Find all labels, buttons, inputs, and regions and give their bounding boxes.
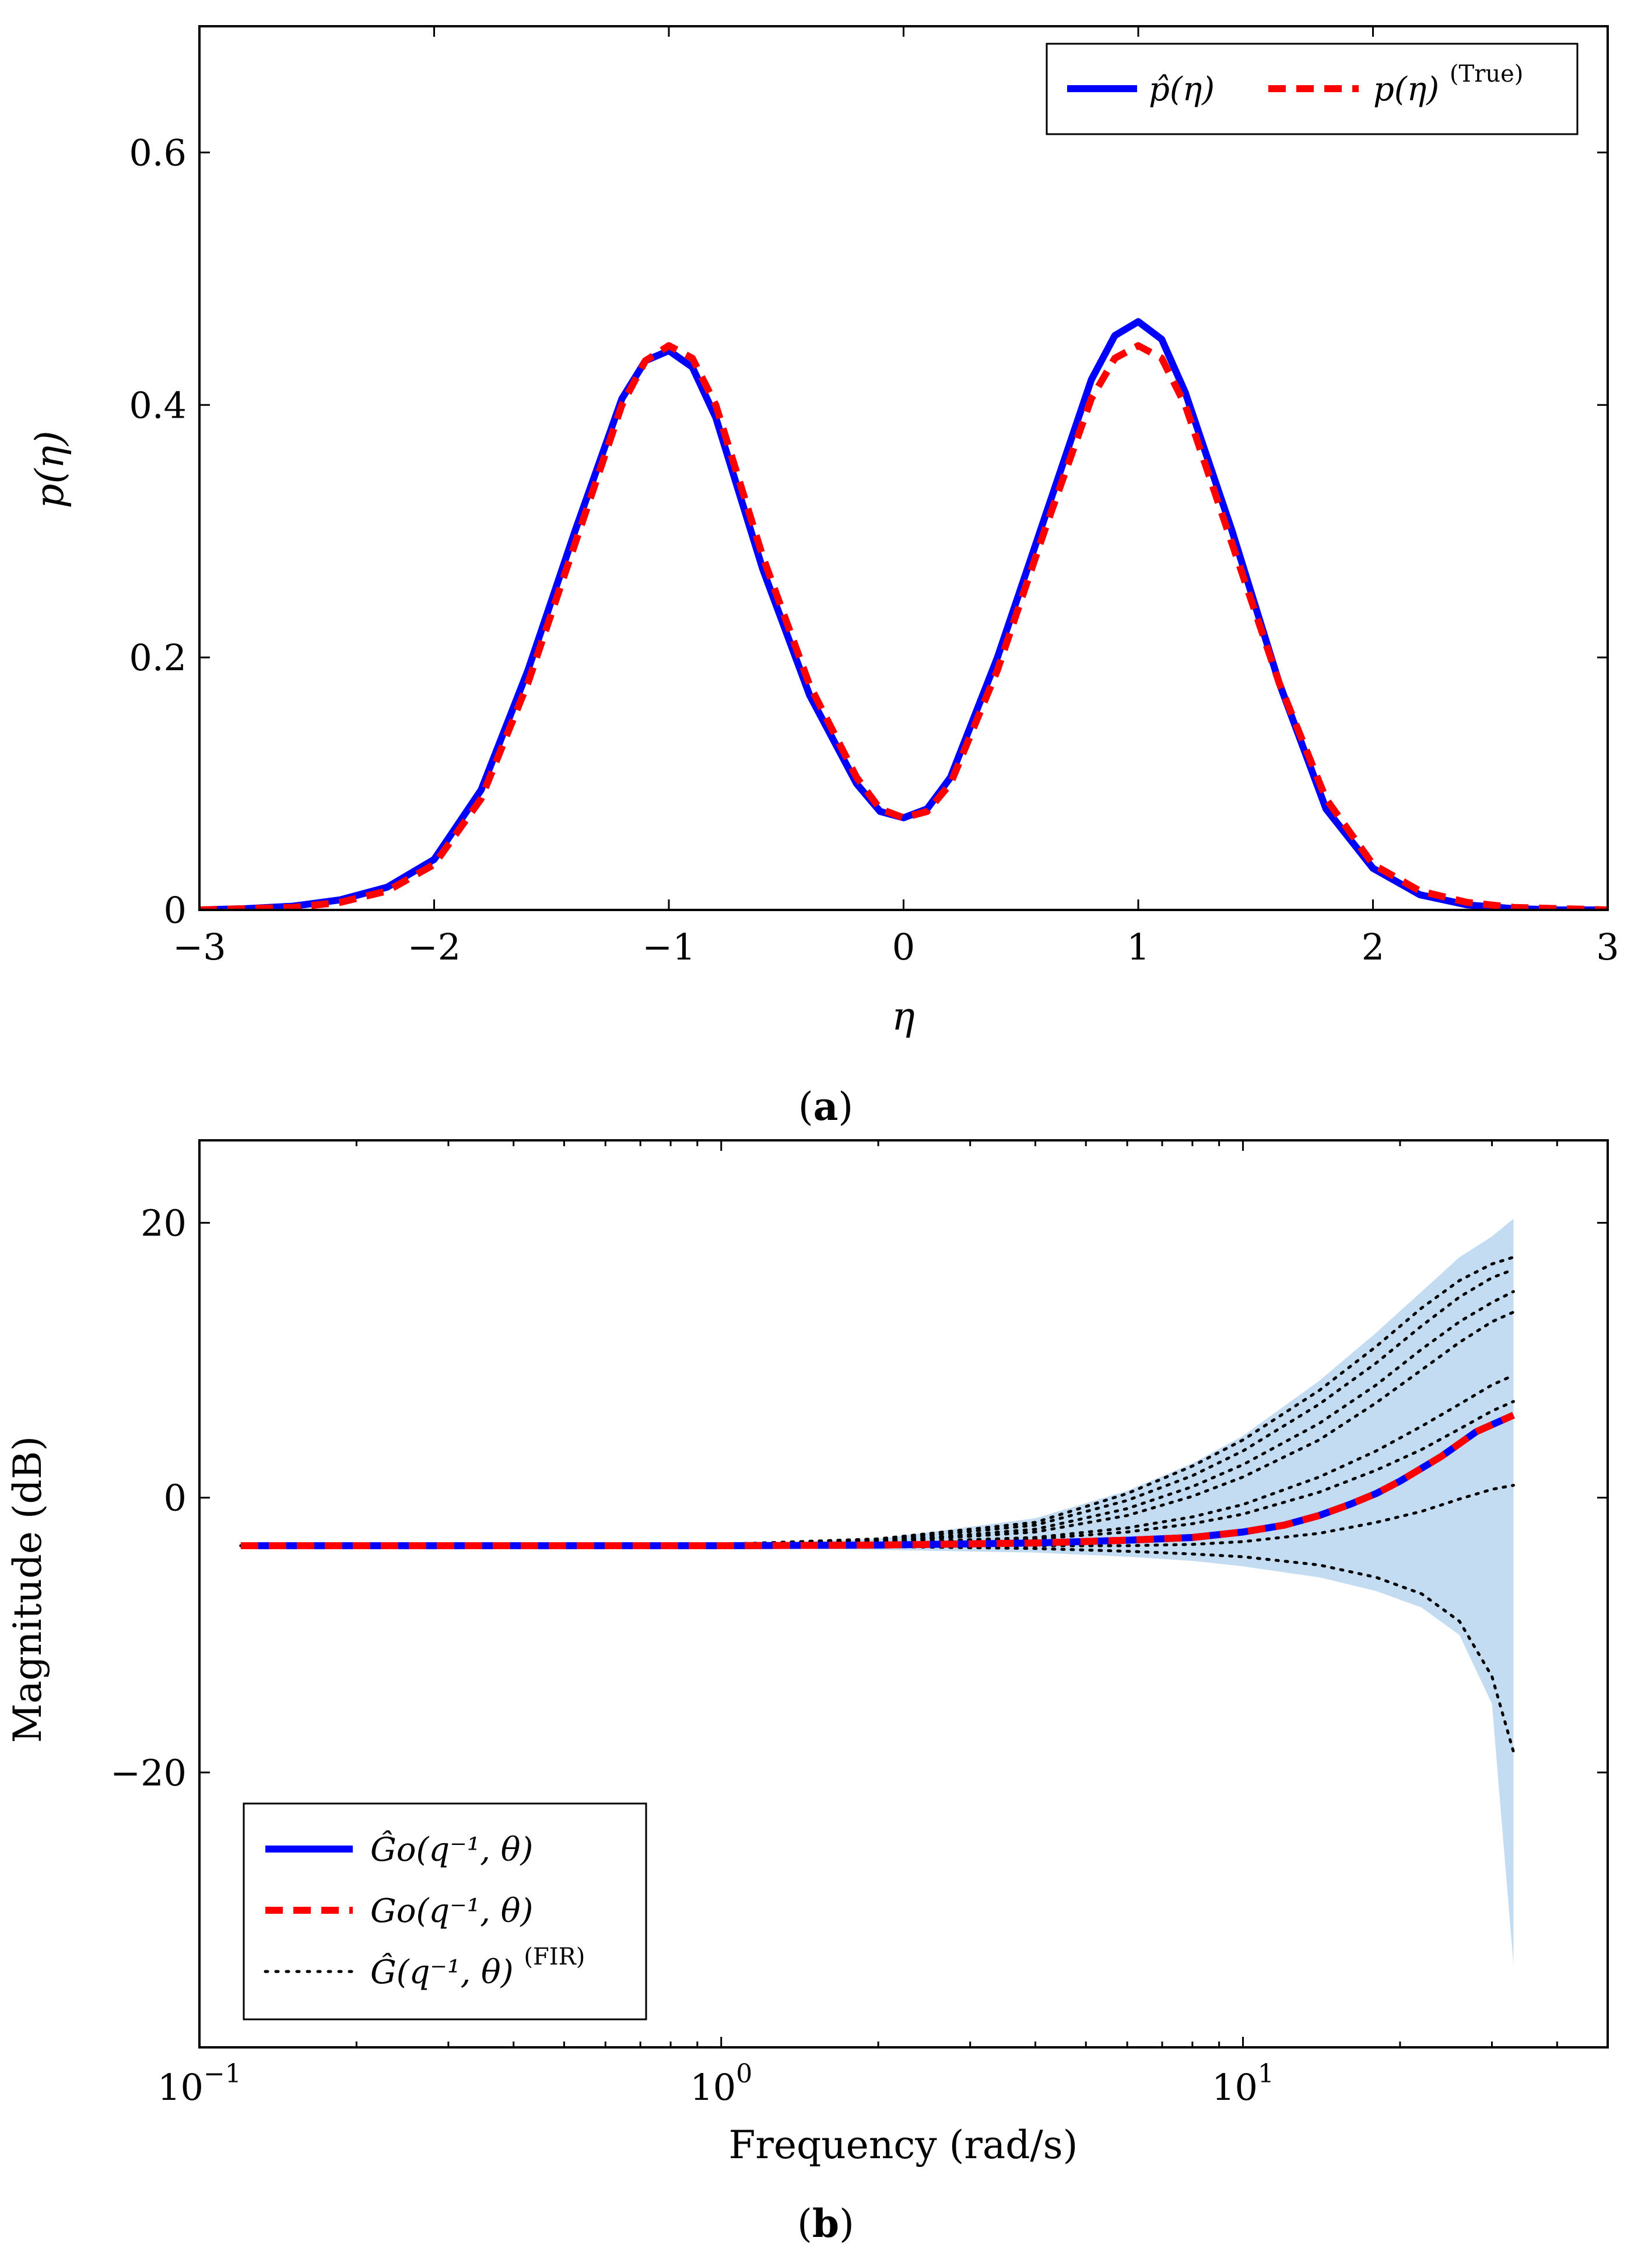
chart-a-legend-label-estimate: p̂(η) [1149,71,1215,108]
chart-a-ytick-label: 0 [164,889,187,932]
chart-b-xtick-label: 101 [1212,2059,1274,2109]
chart-a-series-estimate [199,318,1608,910]
chart-a-ticks [198,26,1609,911]
chart-b-legend: Ĝo(q⁻¹, θ) Go(q⁻¹, θ) Ĝ(q⁻¹, θ) (FIR) [243,1802,647,2021]
chart-b-legend-label-fir: Ĝ(q⁻¹, θ) (FIR) [370,1944,585,1991]
chart-a-caption: (a) [798,1084,853,1129]
chart-b-legend-fir-base: Ĝ(q⁻¹, θ) [370,1952,514,1991]
chart-a-ytick-label: 0.2 [129,636,187,679]
chart-a-legend-true-sup: (True) [1450,61,1523,87]
chart-a-xtick-label: −3 [173,926,226,968]
chart-a-legend-true-base: p(η) [1373,71,1439,108]
chart-b-ylabel: Magnitude (dB) [5,1436,50,1743]
chart-b-tick-labels: 10−1 100 101 −20 0 20 [110,1202,1274,2109]
chart-a-legend-label-true: p(η) (True) [1373,61,1523,108]
chart-b-caption-letter: b [812,2201,839,2246]
chart-b-ytick-label: 0 [164,1477,187,1519]
chart-b-caption: (b) [797,2201,854,2246]
chart-b-frame [198,1139,1609,2049]
chart-b-legend-fir-sup: (FIR) [524,1944,585,1970]
chart-b-series-true [240,1412,1515,1549]
chart-a-series [199,318,1608,910]
chart-a-tick-labels: −3 −2 −1 0 1 2 3 0 0.2 0.4 0.6 [129,131,1619,968]
chart-b-xlabel: Frequency (rad/s) [729,2123,1078,2168]
chart-b-xtick-label: 10−1 [157,2059,241,2109]
chart-a-ylabel: p(η) [27,430,72,508]
chart-a-ytick-label: 0.6 [129,131,187,174]
chart-a-xtick-label: 1 [1127,926,1149,968]
chart-b-series [239,1255,1515,1753]
chart-b-ytick-label: −20 [110,1752,187,1794]
chart-a-xtick-label: −2 [408,926,461,968]
chart-a-caption-letter: a [813,1084,839,1129]
chart-a: −3 −2 −1 0 1 2 3 0 0.2 0.4 0.6 p(η) η p̂(η) p(η) (… [27,25,1619,1129]
chart-b-legend-label-true: Go(q⁻¹, θ) [370,1892,533,1930]
chart-a-xtick-label: 0 [892,926,915,968]
chart-a-legend: p̂(η) p(η) (True) [1046,43,1579,135]
chart-b-series-fir [239,1255,1515,1547]
chart-b: 10−1 100 101 −20 0 20 Magnitude (dB) Frequenc… [5,1139,1609,2246]
chart-b-ytick-label: 20 [141,1202,187,1244]
chart-a-ytick-label: 0.4 [129,384,187,426]
chart-a-series-true [199,342,1608,910]
chart-a-xtick-label: 2 [1362,926,1384,968]
chart-a-xtick-label: 3 [1596,926,1619,968]
chart-a-xtick-label: −1 [642,926,695,968]
chart-b-series-fir [239,1268,1515,1547]
chart-a-xlabel: η [892,994,915,1039]
chart-b-legend-label-estimate: Ĝo(q⁻¹, θ) [370,1830,533,1869]
chart-b-xtick-label: 100 [690,2059,752,2109]
chart-a-frame [198,25,1609,911]
